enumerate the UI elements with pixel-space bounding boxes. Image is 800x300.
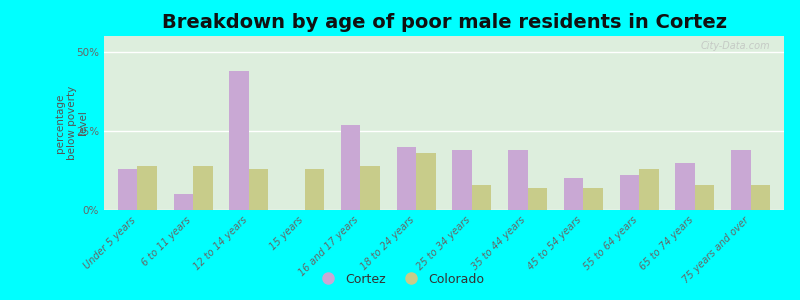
Bar [750,185,770,210]
Title: Breakdown by age of poor male residents in Cortez: Breakdown by age of poor male residents … [162,13,726,32]
Bar [249,169,269,210]
Bar [675,163,695,210]
Bar [619,175,639,210]
Text: City-Data.com: City-Data.com [701,41,770,51]
Bar [397,147,416,210]
Bar [193,166,213,210]
Bar [360,166,380,210]
Bar [230,71,249,210]
Y-axis label: percentage
below poverty
level: percentage below poverty level [55,86,89,160]
Bar [452,150,472,210]
Bar [528,188,547,210]
Bar [138,166,157,210]
Bar [564,178,583,210]
Bar [583,188,603,210]
Bar [341,124,360,210]
Bar [472,185,491,210]
Bar [416,153,436,210]
Bar [508,150,528,210]
Bar [305,169,324,210]
Bar [174,194,193,210]
Bar [731,150,750,210]
Legend: Cortez, Colorado: Cortez, Colorado [310,268,490,291]
Bar [639,169,658,210]
Bar [695,185,714,210]
Bar [118,169,138,210]
